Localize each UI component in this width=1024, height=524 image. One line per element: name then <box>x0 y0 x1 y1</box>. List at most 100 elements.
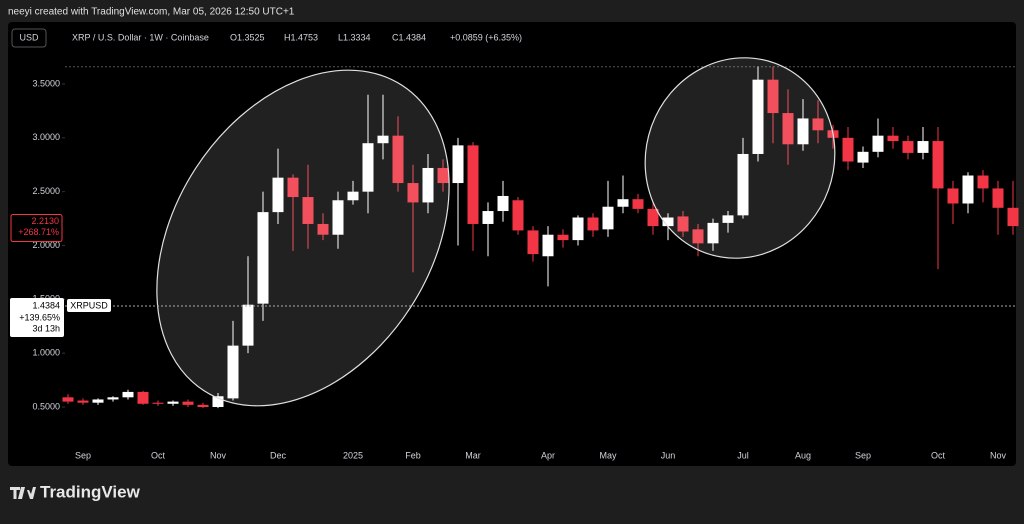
crosshair-box <box>10 214 63 243</box>
x-tick-label: Sep <box>75 450 91 460</box>
x-tick-label: Aug <box>795 450 811 460</box>
highlight-ellipse <box>644 57 836 259</box>
x-tick-label: Jun <box>661 450 676 460</box>
x-tick-label: Nov <box>210 450 227 460</box>
candle-body <box>767 79 779 114</box>
candle-body <box>467 145 479 224</box>
candle-body <box>962 175 974 204</box>
currency-label: USD <box>19 32 39 42</box>
candle-body <box>842 137 854 162</box>
ohlc-value: C1.4384 <box>392 32 426 42</box>
candle-body <box>92 399 104 403</box>
candle-body <box>857 151 869 163</box>
candle-body <box>947 188 959 204</box>
x-tick-label: Sep <box>855 450 871 460</box>
chart-title: XRP / U.S. Dollar · 1W · Coinbase <box>72 32 209 42</box>
x-tick-label: Feb <box>405 450 421 460</box>
candle-body <box>707 222 719 244</box>
candle-body <box>347 191 359 201</box>
candle-body <box>542 234 554 257</box>
candle-body <box>437 167 449 184</box>
candle-body <box>197 404 209 407</box>
candle-body <box>212 396 224 407</box>
ohlc-header: O1.3525 H1.4753 L1.3334 C1.4384 +0.0859 (+6.… <box>230 32 522 42</box>
candle-body <box>422 167 434 203</box>
candle-body <box>62 397 74 402</box>
candle-body <box>602 206 614 230</box>
candle-body <box>1007 207 1019 227</box>
candle-body <box>377 135 389 144</box>
x-tick-label: Jul <box>737 450 749 460</box>
candle-body <box>917 141 929 153</box>
candle-body <box>167 401 179 404</box>
x-tick-label: May <box>599 450 617 460</box>
footer-brand: TradingView <box>40 482 141 501</box>
x-tick-label: Dec <box>270 450 287 460</box>
last-price-value: 1.4384 <box>32 300 60 310</box>
x-tick-label: Nov <box>990 450 1007 460</box>
ohlc-value: +0.0859 (+6.35%) <box>450 32 522 42</box>
price-markers: 1.4384 +139.65%3d 13h XRPUSD 2.2130+268.71% <box>10 214 1016 337</box>
candle-body <box>677 216 689 232</box>
candle-body <box>797 118 809 145</box>
candle-body <box>662 217 674 227</box>
candle-body <box>782 113 794 145</box>
y-tick-label: 2.5000 <box>32 186 60 196</box>
candle-body <box>722 215 734 223</box>
candle-body <box>887 135 899 142</box>
candle-body <box>407 183 419 203</box>
x-tick-label: 2025 <box>343 450 363 460</box>
candle-body <box>752 79 764 154</box>
candle-body <box>452 145 464 184</box>
candle-body <box>992 188 1004 208</box>
crosshair-change: +268.71% <box>18 227 59 237</box>
candle-body <box>512 200 524 231</box>
y-tick-label: 0.5000 <box>32 401 60 411</box>
x-tick-label: Oct <box>931 450 946 460</box>
candle-body <box>332 200 344 235</box>
symbol-label: XRPUSD <box>70 300 108 310</box>
candle-body <box>557 234 569 241</box>
x-tick-label: Oct <box>151 450 166 460</box>
crosshair-value: 2.2130 <box>31 216 59 226</box>
last-price-countdown: 3d 13h <box>32 323 60 333</box>
symbol-tag <box>67 298 111 312</box>
last-price-change: +139.65% <box>19 312 60 322</box>
candle-body <box>302 197 314 224</box>
candle-body <box>392 135 404 184</box>
y-tick-label: 3.5000 <box>32 78 60 88</box>
candle-body <box>902 141 914 153</box>
x-tick-label: Apr <box>541 450 555 460</box>
candle-body <box>272 177 284 213</box>
candle-body <box>872 135 884 152</box>
candle-body <box>107 397 119 400</box>
y-tick-label: 1.0000 <box>32 348 60 358</box>
candle-body <box>527 230 539 255</box>
candle-body <box>572 217 584 241</box>
candle-body <box>137 391 149 404</box>
candle-body <box>362 143 374 192</box>
y-tick-label: 2.0000 <box>32 240 60 250</box>
candle-body <box>632 199 644 209</box>
candle-body <box>497 195 509 212</box>
candle-body <box>932 141 944 189</box>
candle-body <box>242 304 254 346</box>
candle-body <box>287 177 299 198</box>
highlight-ellipse <box>156 69 450 407</box>
candle-body <box>257 212 269 304</box>
candle-body <box>617 199 629 207</box>
candle-body <box>587 217 599 231</box>
candle-body <box>482 211 494 224</box>
currency-button[interactable] <box>11 28 47 48</box>
candle-body <box>737 153 749 216</box>
ohlc-value: L1.3334 <box>338 32 371 42</box>
ohlc-value: O1.3525 <box>230 32 265 42</box>
chart-panel <box>8 22 1016 466</box>
candle-body <box>977 175 989 189</box>
candle-body <box>182 401 194 405</box>
candle-body <box>152 402 164 404</box>
plot: 0.50001.00001.50002.00002.50003.00003.50… <box>32 66 1019 460</box>
candle-body <box>647 208 659 227</box>
